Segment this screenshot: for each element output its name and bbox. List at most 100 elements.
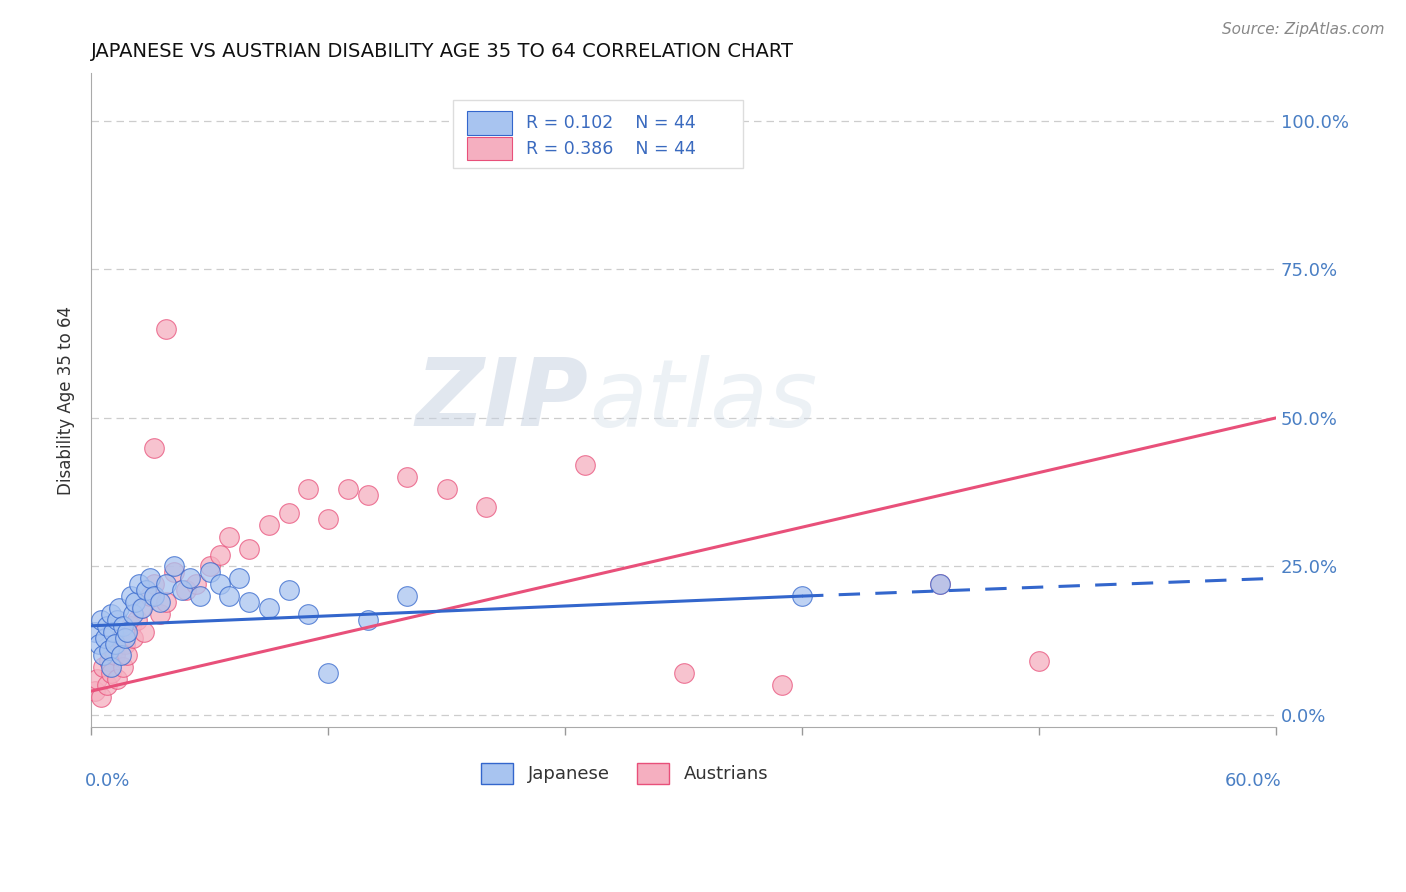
- Text: 60.0%: 60.0%: [1225, 772, 1282, 790]
- Point: [124, 595, 146, 609]
- Point: [121, 631, 143, 645]
- Point: [297, 607, 319, 621]
- Point: [101, 642, 124, 657]
- Point: [396, 470, 419, 484]
- Point: [316, 666, 339, 681]
- Point: [257, 601, 280, 615]
- FancyBboxPatch shape: [453, 100, 742, 169]
- Point: [96, 678, 118, 692]
- Point: [316, 512, 339, 526]
- Point: [174, 583, 197, 598]
- FancyBboxPatch shape: [467, 136, 512, 161]
- Point: [356, 613, 378, 627]
- Point: [929, 577, 952, 591]
- Point: [238, 595, 260, 609]
- Point: [218, 530, 240, 544]
- Point: [208, 577, 231, 591]
- Point: [155, 322, 177, 336]
- Point: [105, 672, 128, 686]
- Point: [91, 648, 114, 663]
- Point: [790, 589, 813, 603]
- Point: [131, 601, 153, 615]
- Point: [111, 660, 134, 674]
- Point: [155, 577, 177, 591]
- Point: [139, 571, 162, 585]
- Point: [105, 613, 128, 627]
- Point: [929, 577, 952, 591]
- Point: [179, 571, 201, 585]
- Text: 0.0%: 0.0%: [86, 772, 131, 790]
- Point: [94, 631, 117, 645]
- Point: [356, 488, 378, 502]
- Text: JAPANESE VS AUSTRIAN DISABILITY AGE 35 TO 64 CORRELATION CHART: JAPANESE VS AUSTRIAN DISABILITY AGE 35 T…: [91, 42, 794, 61]
- Point: [115, 624, 138, 639]
- Point: [110, 648, 132, 663]
- Point: [135, 583, 157, 598]
- Point: [143, 589, 166, 603]
- Point: [101, 624, 124, 639]
- Text: ZIP: ZIP: [416, 354, 589, 446]
- Point: [396, 589, 419, 603]
- Point: [149, 607, 172, 621]
- Point: [87, 637, 110, 651]
- Point: [277, 583, 299, 598]
- Point: [97, 642, 120, 657]
- Point: [134, 624, 156, 639]
- Point: [84, 684, 107, 698]
- Point: [149, 595, 172, 609]
- Point: [155, 595, 177, 609]
- Point: [198, 559, 221, 574]
- Text: Source: ZipAtlas.com: Source: ZipAtlas.com: [1222, 22, 1385, 37]
- Point: [100, 607, 122, 621]
- Point: [277, 506, 299, 520]
- Point: [257, 517, 280, 532]
- Point: [770, 678, 793, 692]
- Y-axis label: Disability Age 35 to 64: Disability Age 35 to 64: [58, 306, 75, 494]
- Point: [163, 566, 186, 580]
- Point: [170, 583, 193, 598]
- Point: [107, 601, 129, 615]
- Point: [297, 482, 319, 496]
- Point: [114, 637, 136, 651]
- Point: [143, 577, 166, 591]
- Point: [436, 482, 458, 496]
- Point: [163, 559, 186, 574]
- Point: [1028, 655, 1050, 669]
- Point: [188, 589, 211, 603]
- Point: [120, 589, 142, 603]
- Point: [218, 589, 240, 603]
- Point: [238, 541, 260, 556]
- Point: [104, 648, 127, 663]
- Point: [86, 672, 108, 686]
- Point: [208, 548, 231, 562]
- Point: [125, 613, 148, 627]
- Point: [111, 619, 134, 633]
- Point: [184, 577, 207, 591]
- Text: R = 0.386    N = 44: R = 0.386 N = 44: [526, 139, 696, 158]
- Text: R = 0.102    N = 44: R = 0.102 N = 44: [526, 114, 696, 132]
- Point: [475, 500, 498, 514]
- Point: [104, 637, 127, 651]
- Point: [100, 666, 122, 681]
- Point: [129, 601, 152, 615]
- Point: [198, 566, 221, 580]
- Point: [574, 458, 596, 473]
- Text: atlas: atlas: [589, 355, 817, 446]
- Point: [90, 690, 112, 704]
- Point: [336, 482, 359, 496]
- Point: [100, 660, 122, 674]
- Point: [114, 631, 136, 645]
- Point: [128, 577, 150, 591]
- Point: [672, 666, 695, 681]
- Point: [110, 631, 132, 645]
- Point: [121, 607, 143, 621]
- Point: [97, 655, 120, 669]
- Point: [143, 441, 166, 455]
- Point: [84, 624, 107, 639]
- Point: [228, 571, 250, 585]
- Point: [139, 589, 162, 603]
- Point: [115, 648, 138, 663]
- Point: [96, 619, 118, 633]
- Point: [90, 613, 112, 627]
- Point: [120, 619, 142, 633]
